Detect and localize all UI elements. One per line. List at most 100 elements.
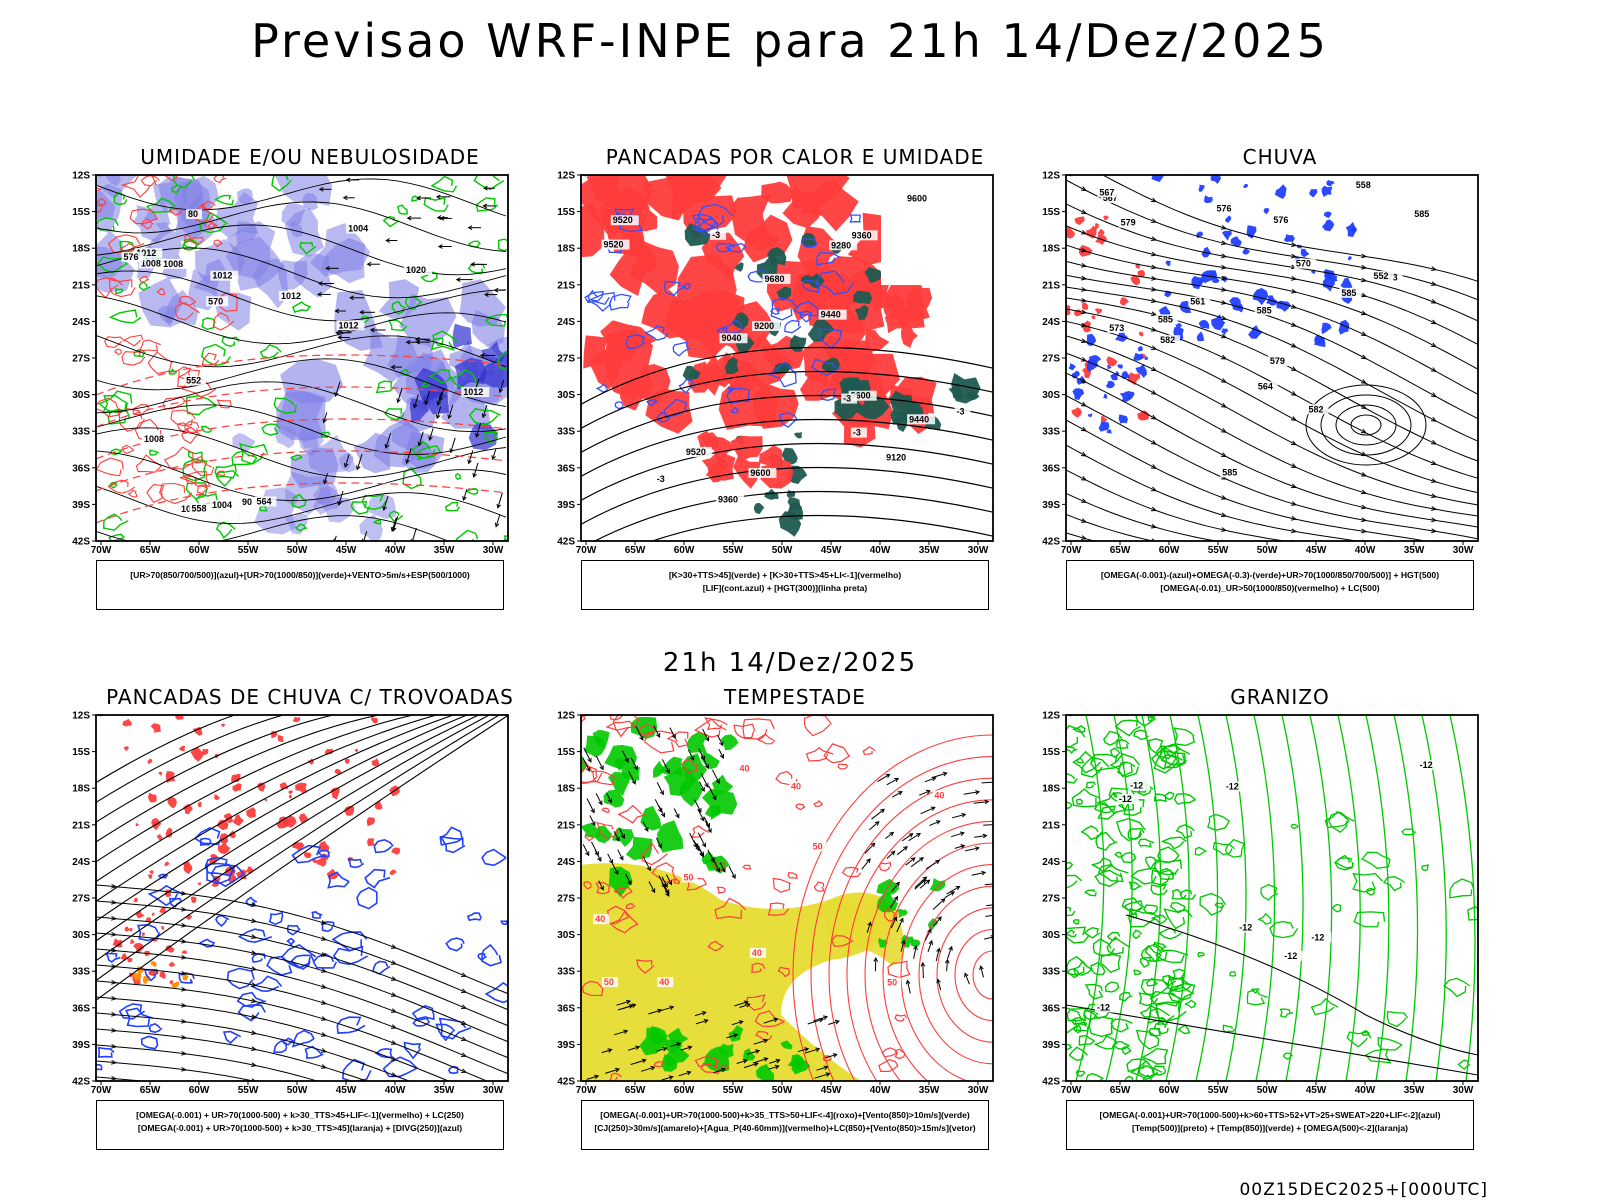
contour-label: 9120 [886,453,906,463]
coastline [940,715,942,716]
state-border [99,175,102,177]
state-border [1117,715,1190,716]
map-umidade: 1008101210121012100410081004100810121020… [72,145,509,556]
lat-tick-label: 30S [557,390,575,401]
lat-tick-label: 42S [557,1077,575,1088]
panel-tempestade: TEMPESTADE 40 40 50 40 50 40 50 40 40 50 12S 15S 18S 2… [555,685,1035,1165]
lat-tick-label: 12S [557,711,575,722]
lon-tick-label: 35W [919,1085,940,1096]
state-border [632,175,705,176]
lat-tick-label: 39S [557,500,575,511]
lat-tick-label: 27S [557,894,575,905]
legend-box: [OMEGA(-0.001)+UR>70(1000-500)+k>60+TTS>… [1066,1100,1474,1150]
contour-label: 9600 [851,391,871,401]
contour-label: 585 [1257,305,1272,315]
state-border [99,715,102,717]
contour-label: -12 [1420,760,1433,770]
contour-label: 1004 [212,500,232,510]
contour-label: 579 [1121,218,1136,228]
lon-tick-label: 45W [1306,545,1327,556]
lon-tick-label: 40W [1355,545,1376,556]
legend-line: [OMEGA(-0.001)+UR>70(1000-500)+k>60+TTS>… [1099,1110,1441,1120]
state-border [584,175,587,177]
contour-label: 50 [604,977,614,987]
contour-label: 570 [1296,259,1311,269]
contour-label: 90 [242,497,252,507]
lon-tick-label: 45W [1306,1085,1327,1096]
lat-tick-label: 27S [557,354,575,365]
contour-label: 576 [1273,215,1288,225]
panel-granizo: GRANIZO -12 -12 -12 -12 -12 -12 -12 -12 12S 15S 18S… [1040,685,1520,1165]
legend-line: [OMEGA(-0.001)-(azul)+OMEGA(-0.3)-(verde… [1100,570,1440,580]
lon-tick-label: 35W [1404,545,1425,556]
contour-label: 9280 [831,240,851,250]
lat-tick-label: 42S [72,537,90,548]
legend-line: [LIF](cont.azul) + [HGT(300)](linha pret… [702,583,868,593]
state-border [594,145,660,157]
contour-label: 567 [1103,193,1118,203]
state-border [393,715,395,716]
map-tempestade: 40 40 50 40 50 40 50 40 40 50 12S 15S 18S 21S 24S 27S 30… [557,711,994,1096]
contour-label: 552 [186,375,201,385]
lon-tick-label: 40W [1355,1085,1376,1096]
coastline [455,175,457,176]
lon-tick-label: 45W [336,1085,357,1096]
lon-tick-label: 45W [821,545,842,556]
contour-label: 9600 [750,468,770,478]
state-border [1079,145,1145,157]
state-border [1363,715,1365,716]
state-border [1069,175,1072,177]
contour-label: 570 [208,296,223,306]
contour-label: 9360 [852,230,872,240]
contour-label: 9520 [603,240,623,250]
lon-tick-label: 65W [625,545,646,556]
state-border [1265,175,1267,176]
contour-label: -3 [957,406,965,416]
map-pancadas-calor: 9680 9600 9520 9600 9520 9600 9440 9360 9520 9280… [557,145,994,556]
contour-label: 9520 [686,447,706,457]
contour-label: 564 [1258,381,1273,391]
lat-tick-label: 33S [557,967,575,978]
lon-tick-label: 30W [1453,1085,1474,1096]
contour-label: 582 [1309,404,1324,414]
state-border [1117,175,1190,176]
contour-label: 9600 [907,193,927,203]
lat-tick-label: 33S [72,967,90,978]
panel-title: TEMPESTADE [724,685,866,709]
contour-label: 40 [752,948,762,958]
lat-tick-label: 33S [557,427,575,438]
contour-label: 40 [595,914,605,924]
lat-tick-label: 27S [1042,354,1060,365]
contour-label: 40 [934,791,944,801]
legend-line: [K>30+TTS>45](verde) + [K>30+TTS>45+LI<-… [668,570,902,580]
coastline [1425,715,1427,716]
lat-tick-label: 21S [72,280,90,291]
contour-label: 9440 [909,414,929,424]
panel-chuva: CHUVA 585 585 585 585 582 582 579 579 576 576 573 57… [1040,145,1520,625]
lat-tick-label: 15S [557,747,575,758]
lon-tick-label: 70W [576,1085,597,1096]
state-border [109,145,175,157]
state-border [780,715,782,716]
lon-tick-label: 35W [919,545,940,556]
lat-tick-label: 21S [72,820,90,831]
lat-tick-label: 15S [72,207,90,218]
legend-box: [UR>70(850/700/500)](azul)+[UR>70(1000/8… [96,560,504,610]
state-border [919,175,921,176]
contour-label: 585 [1341,288,1356,298]
lat-tick-label: 15S [72,747,90,758]
lon-tick-label: 60W [189,1085,210,1096]
contour-label: 40 [791,781,801,791]
lat-tick-label: 12S [72,171,90,182]
lat-tick-label: 15S [1042,207,1060,218]
panel-title: CHUVA [1242,145,1318,169]
state-border [1188,715,1190,716]
lon-tick-label: 65W [140,545,161,556]
state-border [823,715,824,716]
lat-tick-label: 36S [72,463,90,474]
legend-box: [OMEGA(-0.001) + UR>70(1000-500) + k>30_… [96,1100,504,1150]
contour-label: 80 [188,209,198,219]
lat-tick-label: 36S [1042,463,1060,474]
contour-label: 576 [124,252,139,262]
contour-label: 50 [683,873,693,883]
